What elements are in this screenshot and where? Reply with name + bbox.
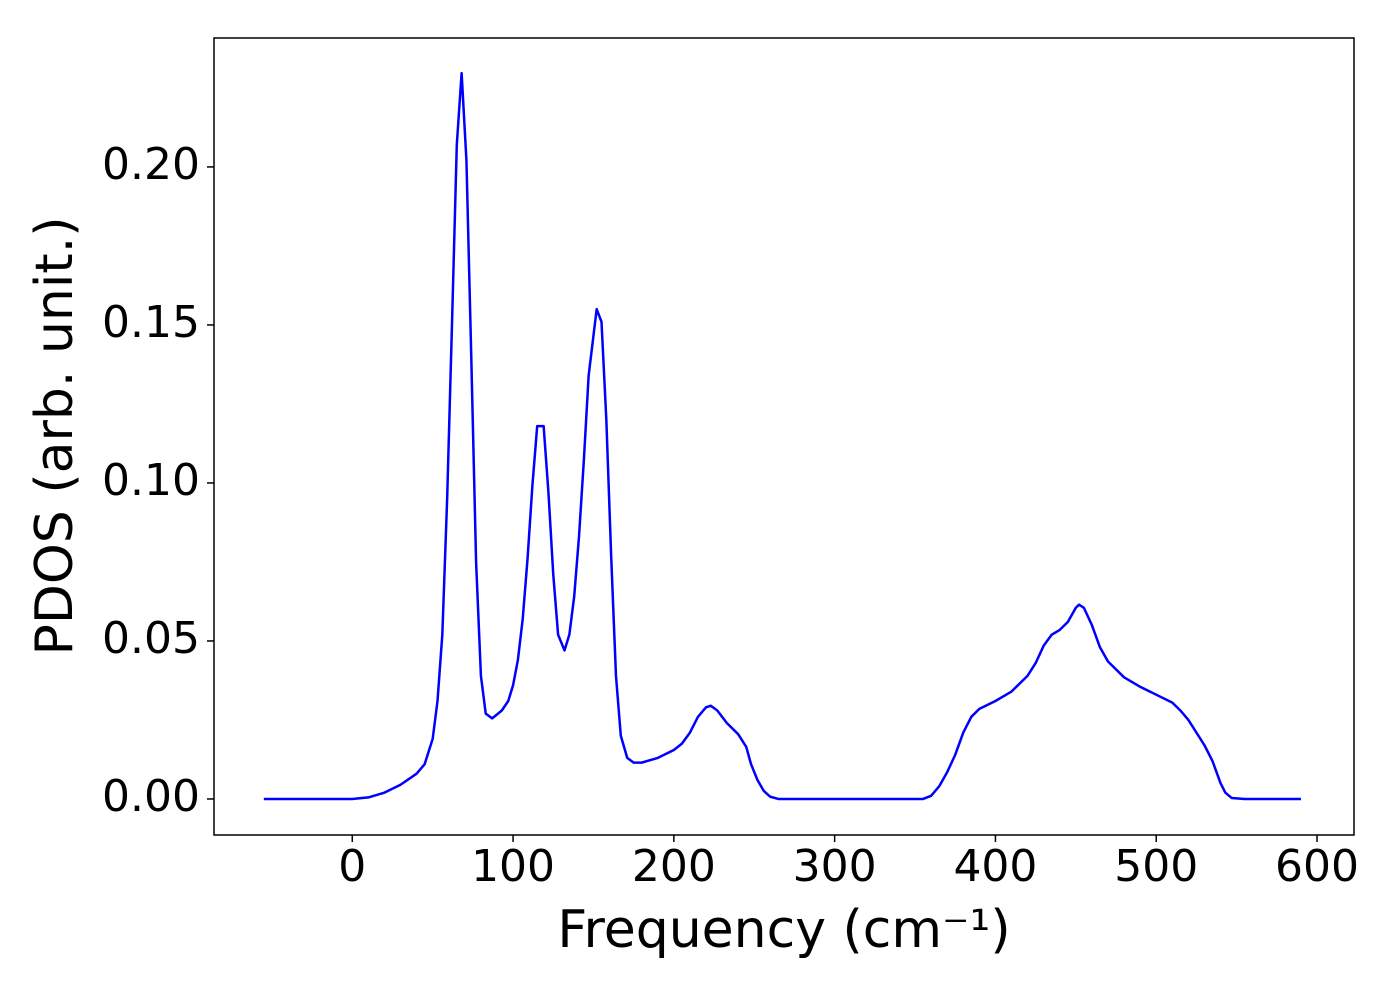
x-tick-label: 200 [632,841,716,892]
y-tick-label: 0.05 [102,613,200,664]
plot-frame [213,37,1355,836]
x-tick-label: 100 [471,841,555,892]
y-axis-label: PDOS (arb. unit.) [25,216,85,655]
x-tick-label: 400 [953,841,1037,892]
y-tick-label: 0.00 [102,771,200,822]
pdos-line [263,71,1301,801]
x-axis-label: Frequency (cm⁻¹) [557,900,1010,960]
y-tick-label: 0.15 [102,297,200,348]
x-tick-label: 300 [793,841,877,892]
x-tick-label: 600 [1275,841,1359,892]
y-tick-label: 0.10 [102,455,200,506]
y-tick-label: 0.20 [102,139,200,190]
x-tick-label: 0 [338,841,366,892]
x-tick-label: 500 [1114,841,1198,892]
